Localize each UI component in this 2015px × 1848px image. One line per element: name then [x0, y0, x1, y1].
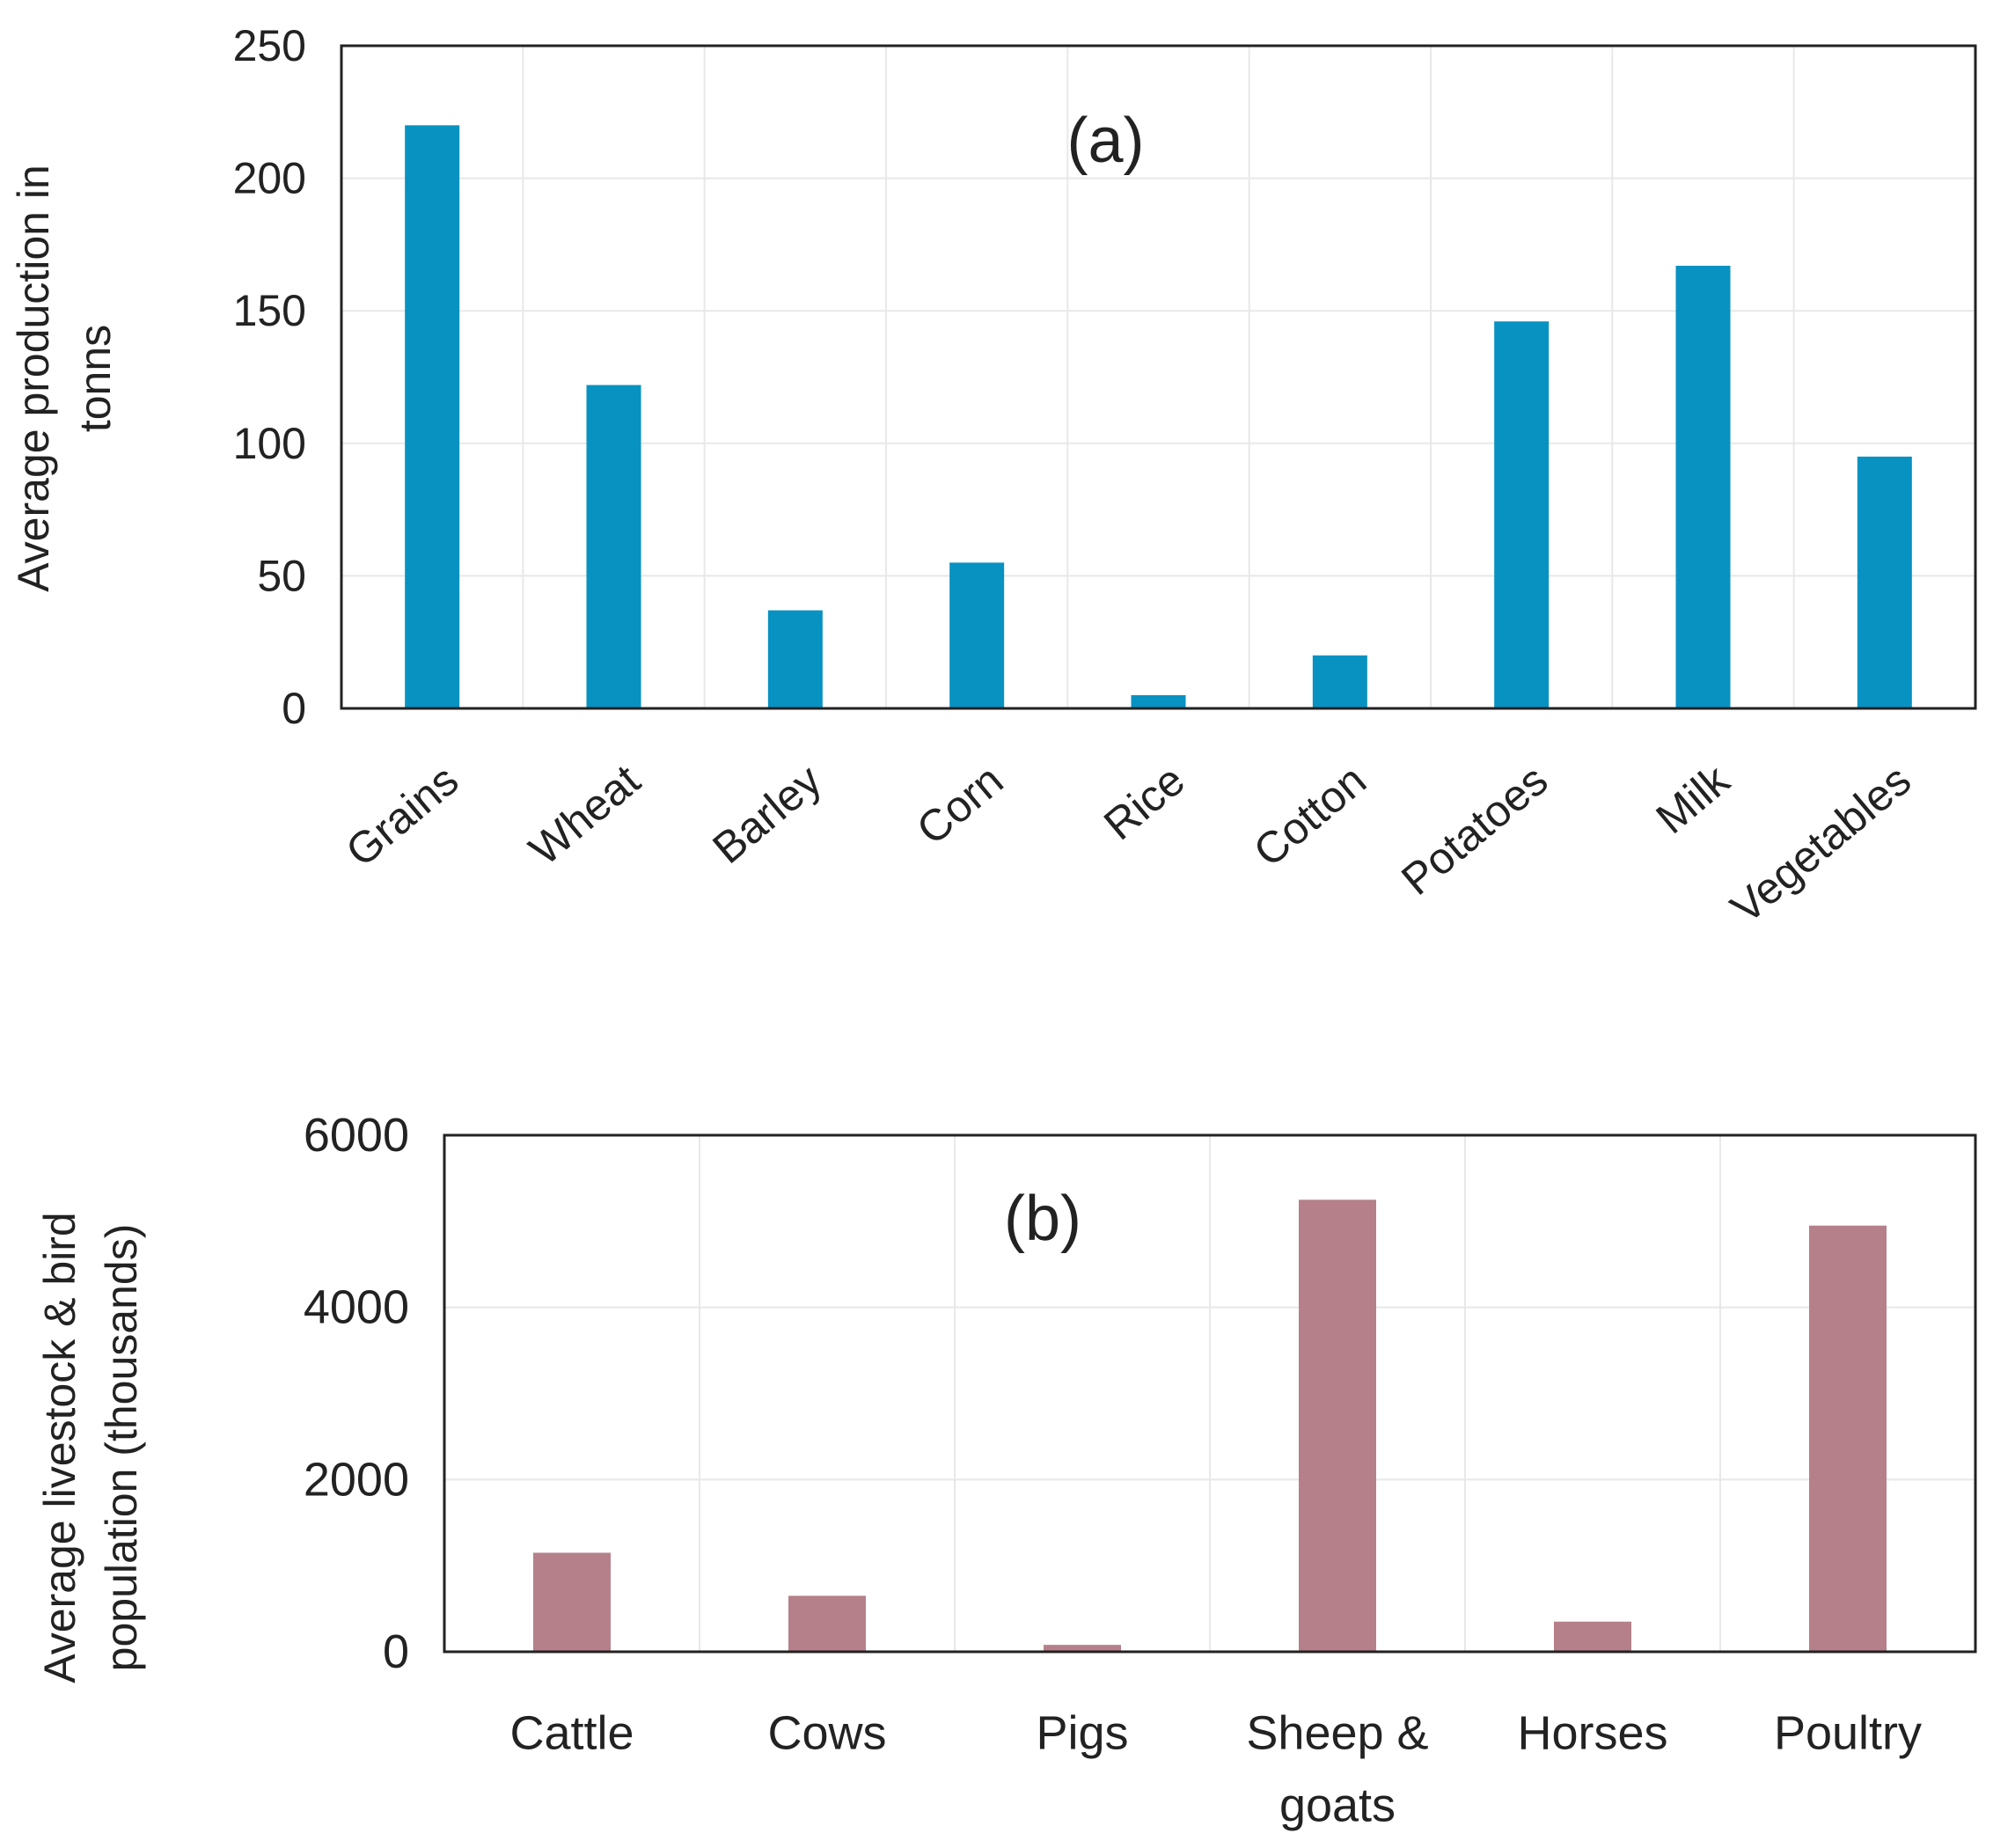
x-tick-label: Horses	[1517, 1706, 1667, 1759]
bar-corn	[949, 562, 1005, 708]
panel-label: (b)	[1004, 1184, 1081, 1254]
bar-vegetables	[1857, 456, 1912, 708]
x-tick-label: goats	[1279, 1778, 1396, 1831]
x-tick-label: Grains	[337, 755, 468, 876]
bar-cotton	[1312, 655, 1367, 708]
bar-wheat	[586, 385, 641, 708]
y-axis-label: Average production in	[9, 165, 58, 592]
y-tick-label: 50	[257, 551, 306, 600]
x-tick-label: Rice	[1095, 755, 1194, 849]
y-tick-label: 4000	[304, 1281, 409, 1334]
bar-sheep-goats	[1299, 1199, 1376, 1652]
y-tick-label: 6000	[304, 1109, 409, 1162]
bar-potatoes	[1494, 321, 1550, 708]
bar-rice	[1131, 694, 1186, 708]
bar-barley	[767, 610, 823, 708]
x-tick-label: Milk	[1647, 754, 1740, 843]
bar-cows	[788, 1595, 866, 1652]
bar-poultry	[1809, 1225, 1887, 1652]
y-tick-label: 100	[233, 419, 306, 468]
plot-frame	[340, 44, 1977, 710]
x-tick-label: Pigs	[1036, 1706, 1128, 1759]
chart-a-production: 0 50 100 150 200 250 Grains Wheat Barley Corn Rice…	[9, 21, 1977, 933]
bar-pigs	[1044, 1645, 1121, 1652]
y-tick-label: 200	[233, 154, 306, 203]
y-axis-label: Average livestock & bird	[35, 1212, 84, 1683]
x-tick-label: Wheat	[520, 755, 649, 875]
plot-frame	[443, 1133, 1977, 1654]
bar-grains	[405, 125, 460, 709]
x-tick-label: Vegetables	[1722, 755, 1921, 933]
y-tick-label: 150	[233, 286, 306, 335]
bar-milk	[1675, 265, 1731, 708]
x-tick-label: Cattle	[509, 1706, 634, 1759]
y-axis-label: population (thousands)	[97, 1224, 146, 1672]
x-tick-label: Sheep &	[1246, 1706, 1428, 1759]
x-tick-label: Potatoes	[1392, 755, 1557, 905]
x-tick-label: Cotton	[1244, 755, 1375, 876]
y-tick-label: 2000	[304, 1453, 409, 1506]
y-tick-label: 0	[383, 1625, 409, 1678]
x-tick-label: Barley	[703, 755, 831, 873]
x-tick-label: Corn	[907, 755, 1012, 854]
y-tick-label: 0	[282, 684, 306, 733]
x-tick-label: Cows	[767, 1706, 886, 1759]
panel-label: (a)	[1067, 106, 1145, 176]
bar-horses	[1554, 1621, 1631, 1652]
chart-b-livestock: 0 2000 4000 6000 Cattle Cows Pigs Sheep & goats H…	[35, 1109, 1977, 1831]
bar-cattle	[533, 1552, 611, 1652]
y-axis-label: tonns	[70, 325, 120, 432]
x-tick-label: Poultry	[1774, 1706, 1922, 1759]
y-tick-label: 250	[233, 21, 306, 70]
